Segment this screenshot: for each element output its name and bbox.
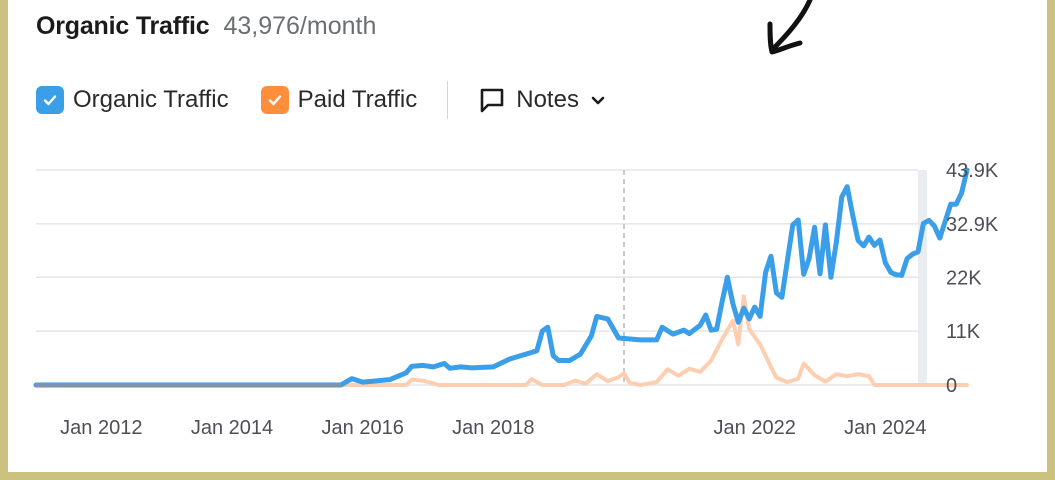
y-tick-label: 0 <box>946 375 957 397</box>
legend-organic-toggle[interactable]: Organic Traffic <box>36 86 229 114</box>
y-tick-label: 32.9K <box>946 214 999 236</box>
x-axis-ticks: Jan 2012 Jan 2014 Jan 2016 Jan 2018 Jan 2022… <box>60 417 926 439</box>
x-tick-label: Jan 2014 <box>191 417 273 439</box>
notes-dropdown[interactable]: Notes <box>478 86 607 114</box>
chart-legend: Organic Traffic Paid Traffic Notes <box>36 81 607 119</box>
x-tick-label: Jan 2024 <box>844 417 926 439</box>
legend-paid-label: Paid Traffic <box>297 86 418 113</box>
series-line-organic-traffic <box>33 167 970 388</box>
legend-divider <box>447 81 449 119</box>
y-tick-label: 11K <box>946 321 981 343</box>
arrow-icon <box>767 0 813 55</box>
y-axis-ticks: 0 11K 22K 32.9K 43.9K <box>946 160 999 397</box>
x-tick-label: Jan 2016 <box>322 417 404 439</box>
chart-series <box>33 167 970 388</box>
card-header: Organic Traffic 43,976/month <box>36 12 376 46</box>
card-subtitle: 43,976/month <box>223 12 377 40</box>
traffic-card: Organic Traffic 43,976/month Organic Tra… <box>8 0 1047 472</box>
x-tick-label: Jan 2022 <box>714 417 796 439</box>
comment-icon <box>480 88 504 113</box>
card-title: Organic Traffic <box>36 12 210 40</box>
legend-organic-label: Organic Traffic <box>73 86 229 113</box>
x-tick-label: Jan 2018 <box>452 417 534 439</box>
x-tick-label: Jan 2012 <box>60 417 142 439</box>
y-tick-label: 43.9K <box>946 160 999 182</box>
legend-paid-toggle[interactable]: Paid Traffic <box>260 86 418 114</box>
organic-checkbox[interactable] <box>36 86 64 114</box>
checkmark-icon <box>43 95 57 106</box>
chart-hover-band <box>918 170 927 385</box>
series-line-paid-traffic <box>34 294 969 387</box>
notes-label: Notes <box>516 86 579 113</box>
checkmark-icon <box>268 95 281 106</box>
paid-checkbox[interactable] <box>260 86 289 114</box>
y-tick-label: 22K <box>946 267 982 289</box>
chevron-down-icon <box>591 96 605 105</box>
chart-grid <box>36 169 918 386</box>
